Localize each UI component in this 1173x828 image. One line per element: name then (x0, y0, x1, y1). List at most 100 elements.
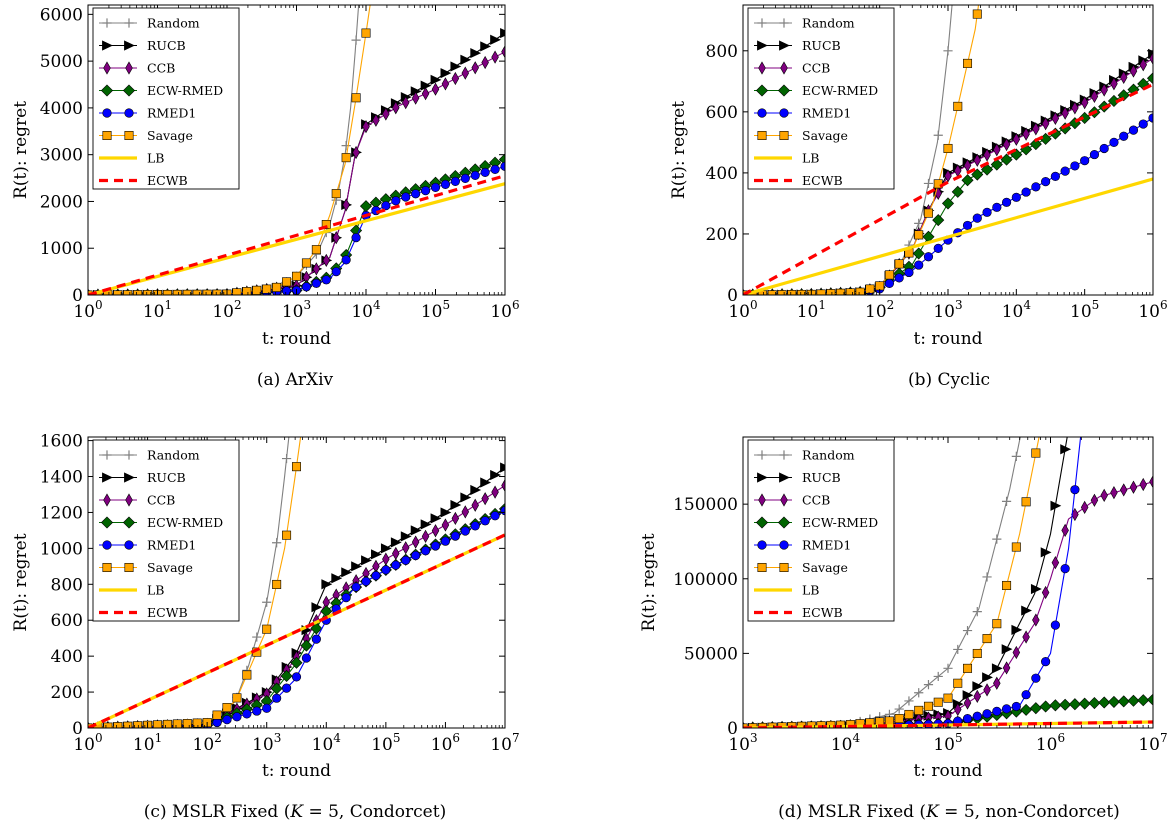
savage-marker (923, 701, 933, 711)
legend-label: LB (802, 151, 820, 166)
legend-item-ecwb: ECWB (754, 173, 843, 188)
ccb-marker (401, 541, 410, 555)
rmed1-marker (1041, 177, 1051, 187)
ccb-marker (1149, 475, 1153, 489)
rucb-marker (757, 472, 768, 483)
ccb-marker (1041, 117, 1050, 131)
y-tick-label: 1400 (40, 468, 83, 488)
rucb-marker (400, 531, 412, 542)
ccb-marker (382, 107, 390, 121)
rmed1-marker (381, 201, 391, 211)
y-tick-label: 6000 (40, 5, 83, 25)
random-marker (124, 18, 134, 28)
axes-frame (87, 436, 506, 729)
rucb-marker (450, 499, 462, 511)
ccb-marker (103, 61, 111, 75)
ccb-marker (322, 253, 331, 268)
ccb-marker (1041, 585, 1050, 600)
legend-item-random: Random (99, 16, 200, 31)
random-marker (923, 680, 934, 690)
ccb-marker (471, 61, 479, 75)
rmed1-marker (331, 267, 341, 277)
savage-marker (162, 719, 172, 728)
rmed1-marker (1050, 620, 1060, 630)
rmed1-marker (124, 540, 134, 550)
x-tick-label: 105 (421, 298, 450, 322)
ccb-marker (411, 91, 420, 105)
ccb-marker (1080, 500, 1089, 514)
ecw-rmed-marker (1107, 695, 1120, 708)
ccb-marker (461, 66, 470, 80)
legend-label: LB (147, 151, 165, 166)
legend-item-savage: Savage (754, 128, 848, 143)
rmed1-marker (450, 176, 460, 187)
ccb-marker (1090, 89, 1099, 103)
rmed1-marker (490, 164, 500, 174)
ccb-marker (963, 696, 972, 710)
rmed1-marker (779, 540, 789, 550)
savage-marker (953, 678, 963, 688)
random-marker (281, 453, 292, 464)
legend-label: ECW-RMED (147, 83, 223, 98)
legend-item-ecw-rmed: ECW-RMED (99, 83, 223, 98)
ccb-marker (481, 55, 489, 70)
y-tick-label: 600 (51, 611, 83, 631)
savage-marker (1002, 580, 1012, 590)
legend-label: Savage (802, 128, 848, 143)
rmed1-marker (1060, 564, 1070, 574)
rucb-marker (480, 477, 492, 488)
savage-marker (102, 562, 112, 572)
rmed1-marker (391, 196, 401, 206)
legend-label: CCB (147, 61, 175, 76)
legend-label: ECW-RMED (147, 515, 223, 530)
y-tick-label: 3000 (40, 146, 83, 166)
plot-area (743, 437, 1153, 728)
rmed1-marker (411, 189, 421, 199)
rucb-marker (430, 74, 442, 85)
y-axis-label: R(t): regret (639, 533, 659, 631)
savage-marker (972, 648, 982, 658)
random-marker (982, 572, 992, 582)
ccb-marker (1100, 83, 1108, 97)
ccb-marker (352, 145, 360, 160)
series-ecwb (743, 720, 1153, 728)
ccb-marker (411, 535, 420, 549)
random-marker (779, 450, 789, 460)
ecw-rmed-marker (300, 639, 313, 652)
savage-marker (757, 562, 767, 572)
ccb-marker (441, 518, 450, 532)
rucb-marker (420, 519, 432, 530)
legend-item-lb: LB (99, 151, 165, 166)
rucb-marker (450, 61, 462, 72)
savage-marker (331, 189, 341, 199)
legend-item-random: Random (754, 448, 855, 463)
ecw-rmed-marker (1039, 700, 1052, 713)
x-tick-label: 104 (1002, 298, 1032, 322)
x-tick-label: 100 (728, 298, 757, 322)
rmed1-marker (923, 252, 934, 262)
rucb-marker (460, 492, 472, 503)
savage-marker (894, 259, 904, 269)
rmed1-marker (982, 207, 992, 217)
x-tick-label: 101 (143, 298, 172, 322)
rmed1-marker (972, 711, 982, 721)
rucb-marker (1050, 500, 1062, 511)
rucb-marker (430, 513, 442, 524)
rmed1-marker (102, 108, 112, 118)
rmed1-marker (291, 672, 302, 682)
savage-marker (182, 719, 192, 728)
ccb-marker (780, 493, 788, 507)
rucb-marker (124, 40, 135, 51)
y-tick-label: 150000 (673, 495, 738, 515)
y-tick-label: 800 (706, 42, 738, 62)
x-axis-label: t: round (262, 761, 331, 781)
rucb-marker (351, 561, 362, 572)
ccb-marker (421, 529, 430, 544)
ecw-rmed-marker (1088, 697, 1101, 710)
y-tick-label: 2000 (40, 192, 83, 212)
ecw-rmed-marker (981, 163, 994, 176)
savage-marker (262, 624, 272, 634)
savage-marker (923, 208, 933, 218)
ccb-marker (973, 153, 982, 167)
x-axis-label: t: round (262, 329, 331, 349)
